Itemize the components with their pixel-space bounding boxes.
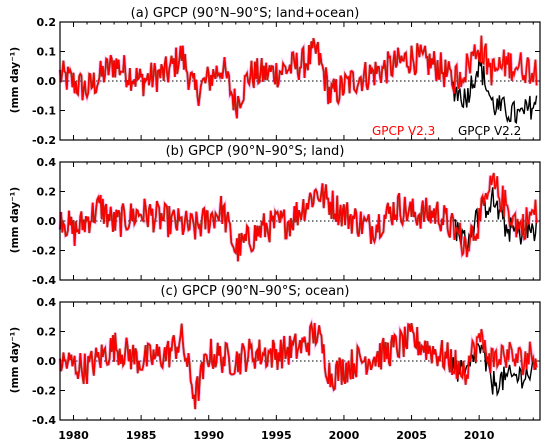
xtick-label: 1990 <box>193 429 224 442</box>
xtick-label: 1995 <box>261 429 292 442</box>
ytick-label: -0.2 <box>32 245 56 258</box>
panel-b-plot <box>58 172 540 262</box>
ytick-label: 0.0 <box>37 215 57 228</box>
panel-b: (b) GPCP (90°N–90°S; land) (mm day⁻¹) 0.… <box>9 144 541 287</box>
panel-a-ylabel: (mm day⁻¹) <box>9 47 21 113</box>
xtick-label: 2005 <box>396 429 427 442</box>
panel-c-title: (c) GPCP (90°N–90°S; ocean) <box>161 284 350 299</box>
panel-a-yticks: 0.2 0.1 0.0 -0.1 -0.2 <box>32 16 540 147</box>
legend-entry-v22: GPCP V2.2 <box>458 124 521 138</box>
legend-entry-v23: GPCP V2.3 <box>372 124 435 138</box>
panel-c-ylabel: (mm day⁻¹) <box>9 327 21 393</box>
ytick-label: -0.4 <box>32 274 56 287</box>
ytick-label: 0.0 <box>37 355 57 368</box>
series-gpcp-v23 <box>59 172 538 262</box>
panel-b-frame <box>59 161 541 281</box>
panel-b-title: (b) GPCP (90°N–90°S; land) <box>166 144 345 159</box>
panel-c-plot <box>58 316 540 410</box>
xtick-label: 2010 <box>464 429 495 442</box>
panel-a-title: (a) GPCP (90°N–90°S; land+ocean) <box>131 6 360 21</box>
ytick-label: 0.1 <box>37 46 57 59</box>
series-gpcp-v23 <box>59 321 538 410</box>
ytick-label: -0.2 <box>32 134 56 147</box>
panel-c-frame <box>59 301 541 421</box>
ytick-label: -0.1 <box>32 105 56 118</box>
ytick-label: 0.0 <box>37 75 57 88</box>
xtick-label: 1985 <box>126 429 157 442</box>
panel-a-plot <box>58 35 540 125</box>
series-gpcp-v23 <box>59 35 538 119</box>
xtick-label: 2000 <box>329 429 360 442</box>
x-axis-tick-labels: 1980 1985 1990 1995 2000 2005 2010 <box>58 429 495 442</box>
ytick-label: -0.2 <box>32 385 56 398</box>
panel-b-ylabel: (mm day⁻¹) <box>9 187 21 253</box>
ytick-label: 0.2 <box>37 16 57 29</box>
legend: GPCP V2.3 GPCP V2.2 <box>372 124 521 138</box>
panel-b-yticks: 0.4 0.2 0.0 -0.2 -0.4 <box>32 156 540 287</box>
panel-c: (c) GPCP (90°N–90°S; ocean) (mm day⁻¹) 0… <box>9 284 541 427</box>
xtick-label: 1980 <box>58 429 89 442</box>
ytick-label: 0.2 <box>37 326 57 339</box>
panel-a: (a) GPCP (90°N–90°S; land+ocean) (mm day… <box>9 6 541 147</box>
ytick-label: 0.4 <box>37 156 57 169</box>
ytick-label: -0.4 <box>32 414 56 427</box>
ytick-label: 0.2 <box>37 186 57 199</box>
panel-a-frame <box>59 21 541 141</box>
ytick-label: 0.4 <box>37 296 57 309</box>
